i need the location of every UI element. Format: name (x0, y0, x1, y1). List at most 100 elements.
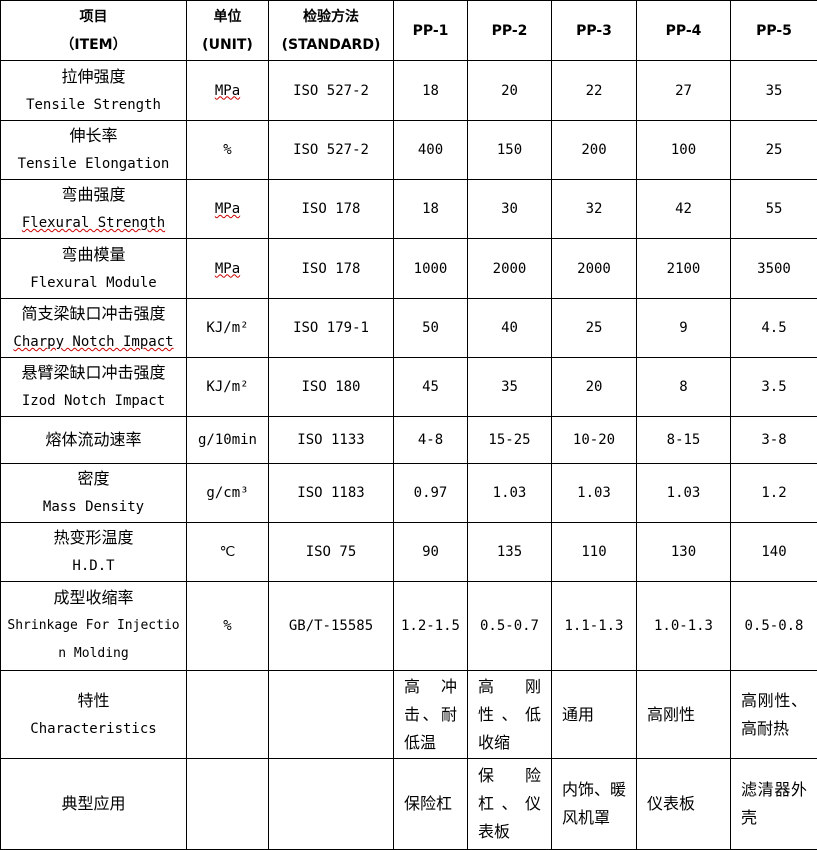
value-cell: 1.03 (468, 464, 552, 523)
item-cn: 密度 (7, 465, 180, 493)
value-cell: 3500 (731, 239, 817, 299)
unit: % (223, 142, 231, 158)
item-cn: 弯曲强度 (7, 181, 180, 209)
item-en: Charpy Notch Impact (7, 328, 180, 356)
value-cell: 130 (637, 523, 731, 582)
header-item-cn: 项目 (7, 3, 180, 31)
item-cn: 熔体流动速率 (7, 426, 180, 454)
unit-cell: MPa (187, 239, 269, 299)
unit-cell: % (187, 582, 269, 671)
header-grade: PP-5 (731, 1, 817, 61)
value-cell: 55 (731, 180, 817, 239)
header-grade: PP-1 (394, 1, 468, 61)
value-cell: 保险杠、仪表板 (468, 759, 552, 850)
value-cell: 2100 (637, 239, 731, 299)
value-cell: 40 (468, 299, 552, 358)
value-cell: 35 (731, 61, 817, 121)
item-en: Izod Notch Impact (7, 387, 180, 415)
standard-cell: ISO 179-1 (269, 299, 394, 358)
value-cell: 140 (731, 523, 817, 582)
unit: KJ/m² (206, 379, 248, 395)
value-cell: 25 (731, 121, 817, 180)
header-standard: 检验方法(STANDARD) (269, 1, 394, 61)
value-cell: 1.2 (731, 464, 817, 523)
item-cell: 熔体流动速率 (1, 417, 187, 464)
value-cell: 2000 (468, 239, 552, 299)
value-cell: 42 (637, 180, 731, 239)
value-cell: 200 (552, 121, 637, 180)
standard-cell: ISO 178 (269, 180, 394, 239)
unit: % (223, 618, 231, 634)
value-cell: 45 (394, 358, 468, 417)
unit: g/cm³ (206, 485, 248, 501)
unit-cell (187, 671, 269, 759)
item-cn: 简支梁缺口冲击强度 (7, 300, 180, 328)
standard-cell: ISO 178 (269, 239, 394, 299)
value-cell: 3.5 (731, 358, 817, 417)
value-cell: 35 (468, 358, 552, 417)
header-standard-en: (STANDARD) (275, 31, 387, 59)
standard-cell: ISO 1133 (269, 417, 394, 464)
value-cell: 4-8 (394, 417, 468, 464)
standard-cell: ISO 180 (269, 358, 394, 417)
value-cell: 135 (468, 523, 552, 582)
value-cell: 0.97 (394, 464, 468, 523)
unit-cell: % (187, 121, 269, 180)
value-cell: 25 (552, 299, 637, 358)
header-unit-cn: 单位 (193, 3, 262, 31)
unit-cell: ℃ (187, 523, 269, 582)
unit-cell: KJ/m² (187, 358, 269, 417)
item-en: Mass Density (7, 493, 180, 521)
header-unit: 单位(UNIT) (187, 1, 269, 61)
value-cell: 150 (468, 121, 552, 180)
header-item-en: （ITEM） (7, 31, 180, 59)
value-cell: 15-25 (468, 417, 552, 464)
item-cn: 成型收缩率 (7, 584, 180, 612)
value-cell: 22 (552, 61, 637, 121)
value-cell: 1.0-1.3 (637, 582, 731, 671)
value-cell: 0.5-0.7 (468, 582, 552, 671)
value-cell: 通用 (552, 671, 637, 759)
unit: MPa (215, 83, 240, 99)
value-cell: 1000 (394, 239, 468, 299)
item-en: Shrinkage For Injection Molding (7, 612, 180, 668)
value-cell: 内饰、暖风机罩 (552, 759, 637, 850)
standard-cell: ISO 1183 (269, 464, 394, 523)
item-cn: 悬臂梁缺口冲击强度 (7, 359, 180, 387)
value-cell: 50 (394, 299, 468, 358)
value-cell: 0.5-0.8 (731, 582, 817, 671)
value-cell: 1.03 (637, 464, 731, 523)
value-cell: 100 (637, 121, 731, 180)
value-cell: 滤清器外壳 (731, 759, 817, 850)
value-cell: 110 (552, 523, 637, 582)
unit-cell: MPa (187, 180, 269, 239)
item-en: Tensile Elongation (7, 150, 180, 178)
value-cell: 高刚性、低收缩 (468, 671, 552, 759)
value-cell: 1.1-1.3 (552, 582, 637, 671)
unit: ℃ (220, 544, 236, 560)
item-cn: 特性 (7, 687, 180, 715)
value-cell: 9 (637, 299, 731, 358)
value-cell: 4.5 (731, 299, 817, 358)
value-cell: 20 (552, 358, 637, 417)
standard-cell (269, 759, 394, 850)
value-cell: 保险杠 (394, 759, 468, 850)
value-cell: 18 (394, 61, 468, 121)
value-cell: 1.03 (552, 464, 637, 523)
unit: MPa (215, 201, 240, 217)
value-cell: 8 (637, 358, 731, 417)
value-cell: 8-15 (637, 417, 731, 464)
